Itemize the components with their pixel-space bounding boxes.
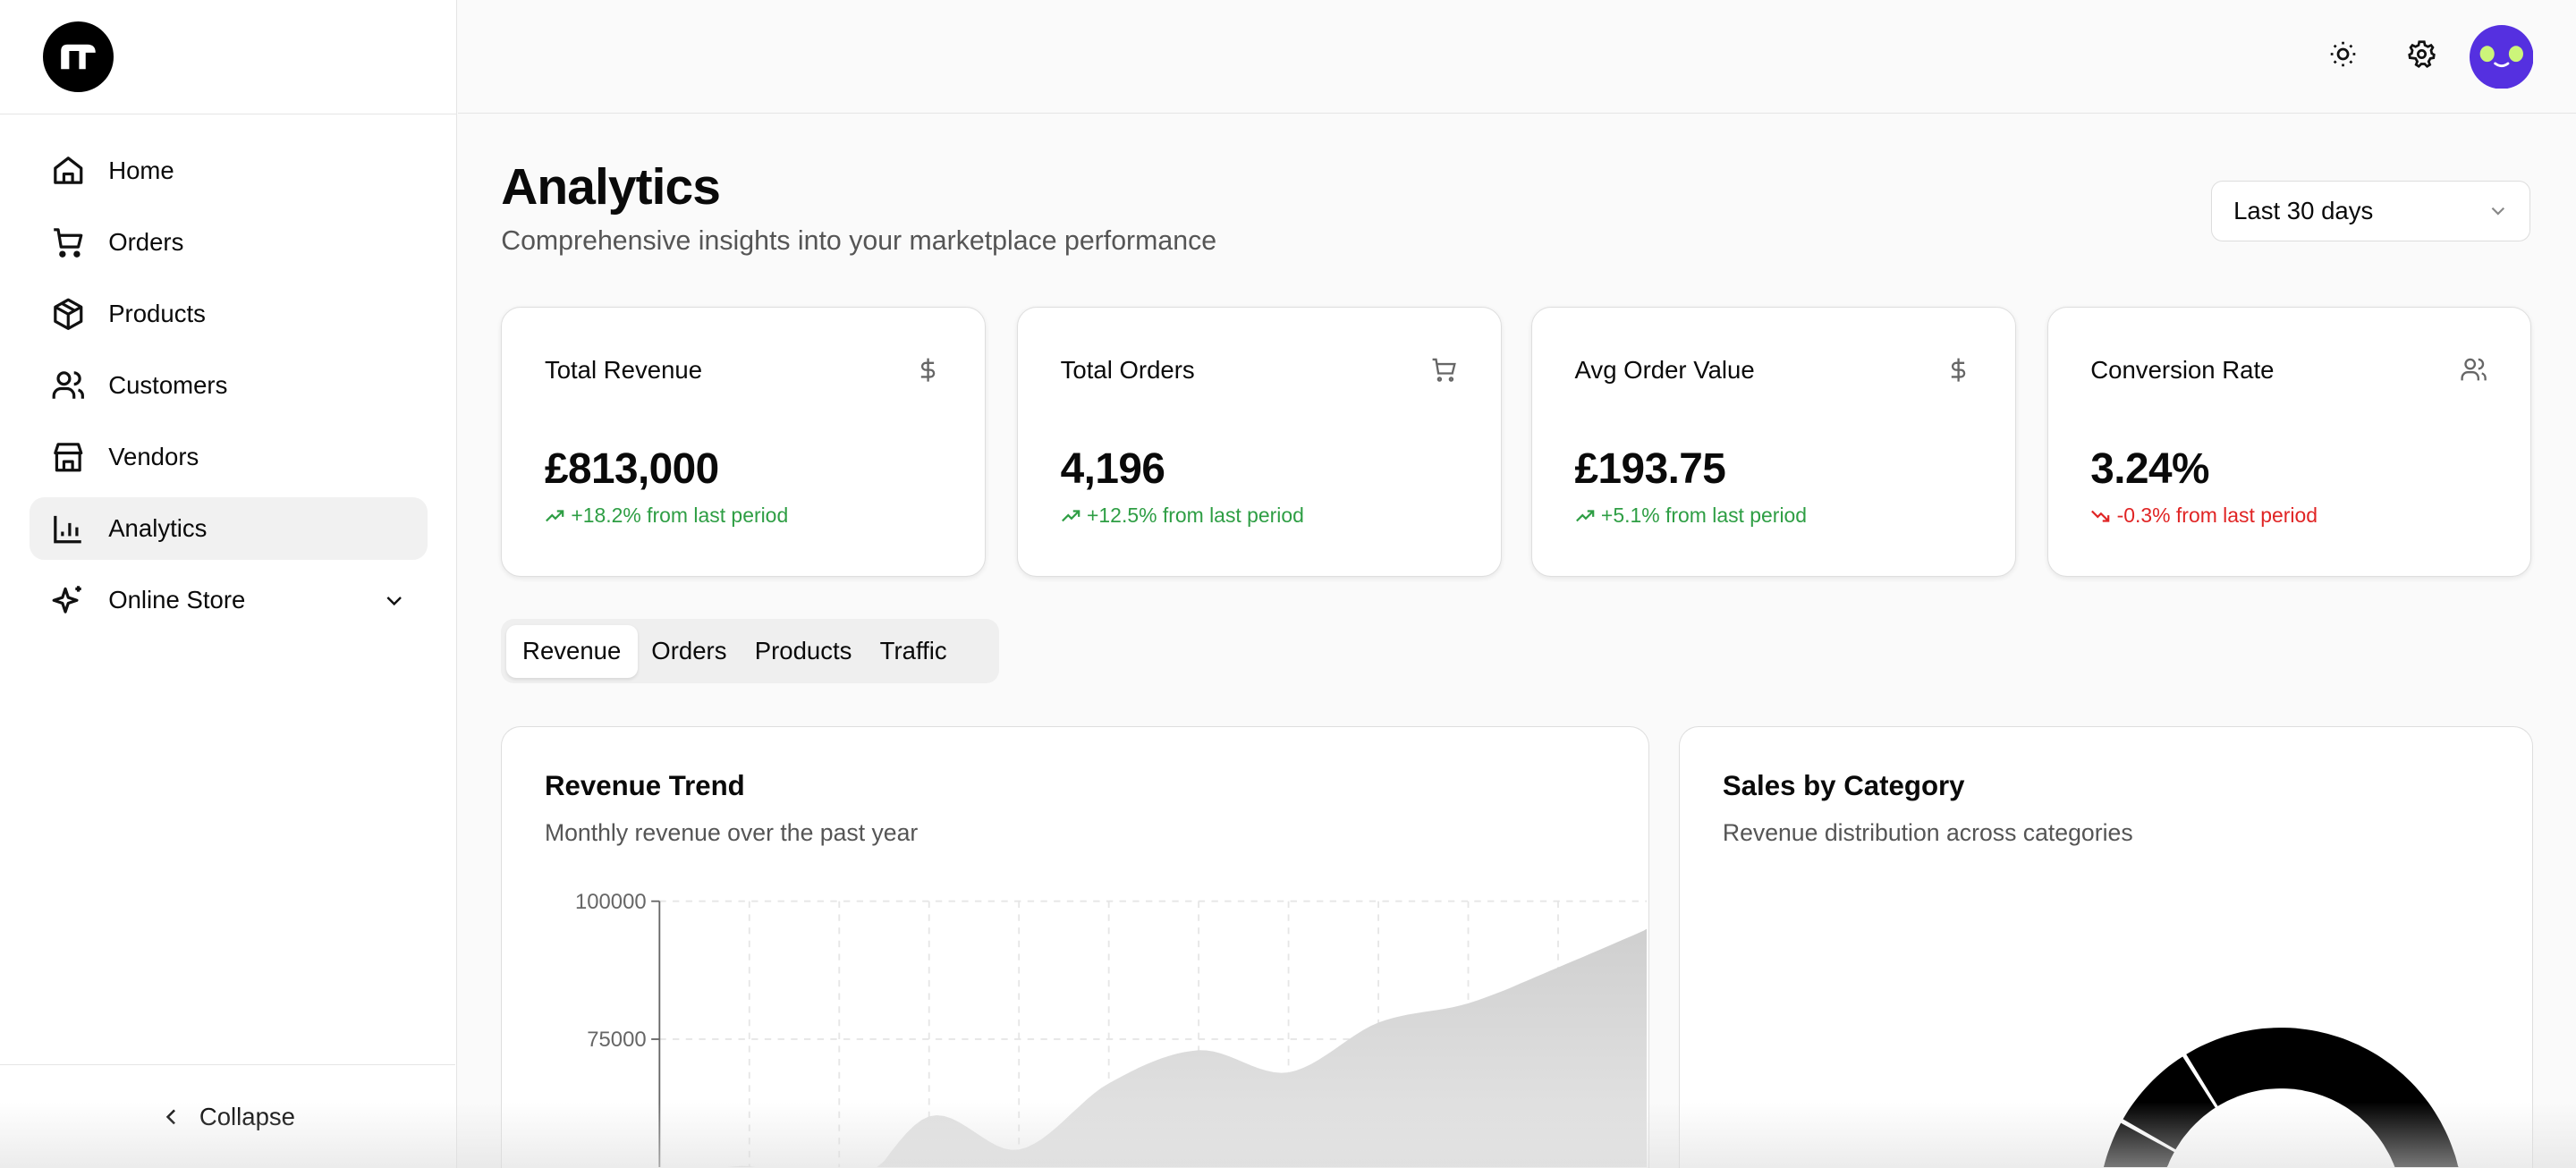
tab-orders[interactable]: Orders bbox=[651, 636, 727, 664]
stat-change: +12.5% from last period bbox=[1061, 504, 1304, 528]
stat-change: +18.2% from last period bbox=[545, 504, 788, 528]
sidebar-item-products[interactable]: Products bbox=[30, 283, 427, 345]
sidebar-item-label: Vendors bbox=[108, 443, 199, 471]
collapse-label: Collapse bbox=[199, 1102, 296, 1130]
y-tick-label: 75000 bbox=[587, 1028, 646, 1052]
stat-change-text: -0.3% from last period bbox=[2116, 504, 2318, 528]
stat-label: Total Orders bbox=[1060, 355, 1195, 384]
sidebar-item-label: Online Store bbox=[108, 586, 246, 614]
sparkles-icon bbox=[52, 586, 81, 614]
trending-up-icon bbox=[545, 509, 564, 521]
users-icon bbox=[52, 371, 84, 399]
stat-card: Conversion Rate 3.24% -0.3% from last pe… bbox=[2046, 307, 2532, 577]
home-icon bbox=[54, 156, 83, 184]
revenue-area bbox=[724, 928, 1648, 1168]
sidebar: Home Orders Products Customers Vendors A… bbox=[0, 0, 457, 1168]
sidebar-item-customers[interactable]: Customers bbox=[30, 354, 427, 417]
stat-change: -0.3% from last period bbox=[2090, 504, 2318, 528]
revenue-trend-card: Revenue Trend Monthly revenue over the p… bbox=[501, 725, 1650, 1168]
y-tick-label: 100000 bbox=[575, 890, 647, 914]
tab-products[interactable]: Products bbox=[754, 636, 852, 664]
sidebar-item-label: Orders bbox=[108, 228, 184, 257]
stat-change-text: +5.1% from last period bbox=[1600, 504, 1808, 528]
stat-change-text: +18.2% from last period bbox=[571, 504, 789, 528]
sales-by-category-card: Sales by Category Revenue distribution a… bbox=[1679, 725, 2534, 1168]
collapse-button[interactable]: Collapse bbox=[0, 1064, 455, 1168]
stat-label: Conversion Rate bbox=[2090, 355, 2275, 384]
avatar[interactable] bbox=[2469, 24, 2534, 89]
sidebar-item-online-store[interactable]: Online Store bbox=[30, 569, 427, 631]
sidebar-item-label: Home bbox=[108, 157, 174, 184]
box-icon bbox=[54, 298, 83, 330]
stat-label: Avg Order Value bbox=[1574, 355, 1755, 384]
stat-value: £813,000 bbox=[544, 444, 719, 493]
stat-label: Total Revenue bbox=[544, 355, 703, 384]
stat-value: £193.75 bbox=[1574, 444, 1726, 493]
sidebar-item-label: Customers bbox=[108, 371, 228, 400]
trending-down-icon bbox=[2091, 510, 2110, 522]
gear-icon[interactable] bbox=[2407, 39, 2436, 69]
sidebar-item-orders[interactable]: Orders bbox=[30, 211, 427, 274]
analytics-tabs: Revenue Orders Products Traffic bbox=[501, 619, 999, 684]
dollar-icon bbox=[1951, 358, 1965, 382]
page-title: Analytics bbox=[501, 158, 721, 216]
sidebar-item-label: Products bbox=[108, 300, 206, 328]
stat-change: +5.1% from last period bbox=[1575, 504, 1808, 528]
sidebar-item-home[interactable]: Home bbox=[30, 140, 427, 202]
card-subtitle: Monthly revenue over the past year bbox=[544, 818, 919, 846]
trending-up-icon bbox=[1575, 509, 1594, 521]
page-subtitle: Comprehensive insights into your marketp… bbox=[501, 226, 1217, 257]
logo[interactable] bbox=[42, 21, 114, 92]
bar-chart-icon bbox=[54, 515, 81, 544]
tab-traffic[interactable]: Traffic bbox=[879, 636, 947, 664]
sidebar-nav: Home Orders Products Customers Vendors A… bbox=[30, 140, 428, 640]
stat-card: Avg Order Value £193.75 +5.1% from last … bbox=[1530, 307, 2016, 577]
sidebar-item-analytics[interactable]: Analytics bbox=[30, 497, 428, 561]
logo-icon bbox=[60, 44, 96, 70]
stat-card: Total Orders 4,196 +12.5% from last peri… bbox=[1016, 307, 1502, 577]
chevron-down-icon[interactable] bbox=[381, 588, 407, 614]
stat-value: 4,196 bbox=[1060, 444, 1165, 493]
date-range-value: Last 30 days bbox=[2233, 197, 2374, 224]
logo-row bbox=[0, 0, 456, 114]
users-icon bbox=[2461, 358, 2487, 381]
donut-slice-1[interactable] bbox=[2186, 1027, 2463, 1168]
store-icon bbox=[54, 443, 83, 472]
tab-revenue[interactable]: Revenue bbox=[505, 624, 638, 678]
category-donut-chart bbox=[2103, 1027, 2463, 1168]
stat-value: 3.24% bbox=[2090, 444, 2209, 493]
card-title: Sales by Category bbox=[1722, 769, 1965, 801]
sun-icon[interactable] bbox=[2328, 39, 2358, 69]
stat-change-text: +12.5% from last period bbox=[1087, 504, 1304, 528]
date-range-select[interactable]: Last 30 days bbox=[2211, 181, 2530, 241]
cart-icon bbox=[54, 227, 83, 258]
top-header bbox=[458, 0, 2576, 114]
chevron-left-icon bbox=[165, 1109, 175, 1124]
chevron-down-icon bbox=[2491, 207, 2504, 216]
sidebar-item-vendors[interactable]: Vendors bbox=[30, 426, 427, 488]
sidebar-item-label: Analytics bbox=[108, 514, 208, 543]
revenue-area-chart: 100000 75000 bbox=[575, 890, 1648, 1168]
dollar-icon bbox=[920, 358, 936, 382]
card-subtitle: Revenue distribution across categories bbox=[1722, 818, 2133, 846]
cart-icon bbox=[1432, 358, 1456, 382]
card-title: Revenue Trend bbox=[544, 769, 745, 801]
stat-card: Total Revenue £813,000 +18.2% from last … bbox=[501, 307, 986, 577]
trending-up-icon bbox=[1061, 509, 1080, 521]
